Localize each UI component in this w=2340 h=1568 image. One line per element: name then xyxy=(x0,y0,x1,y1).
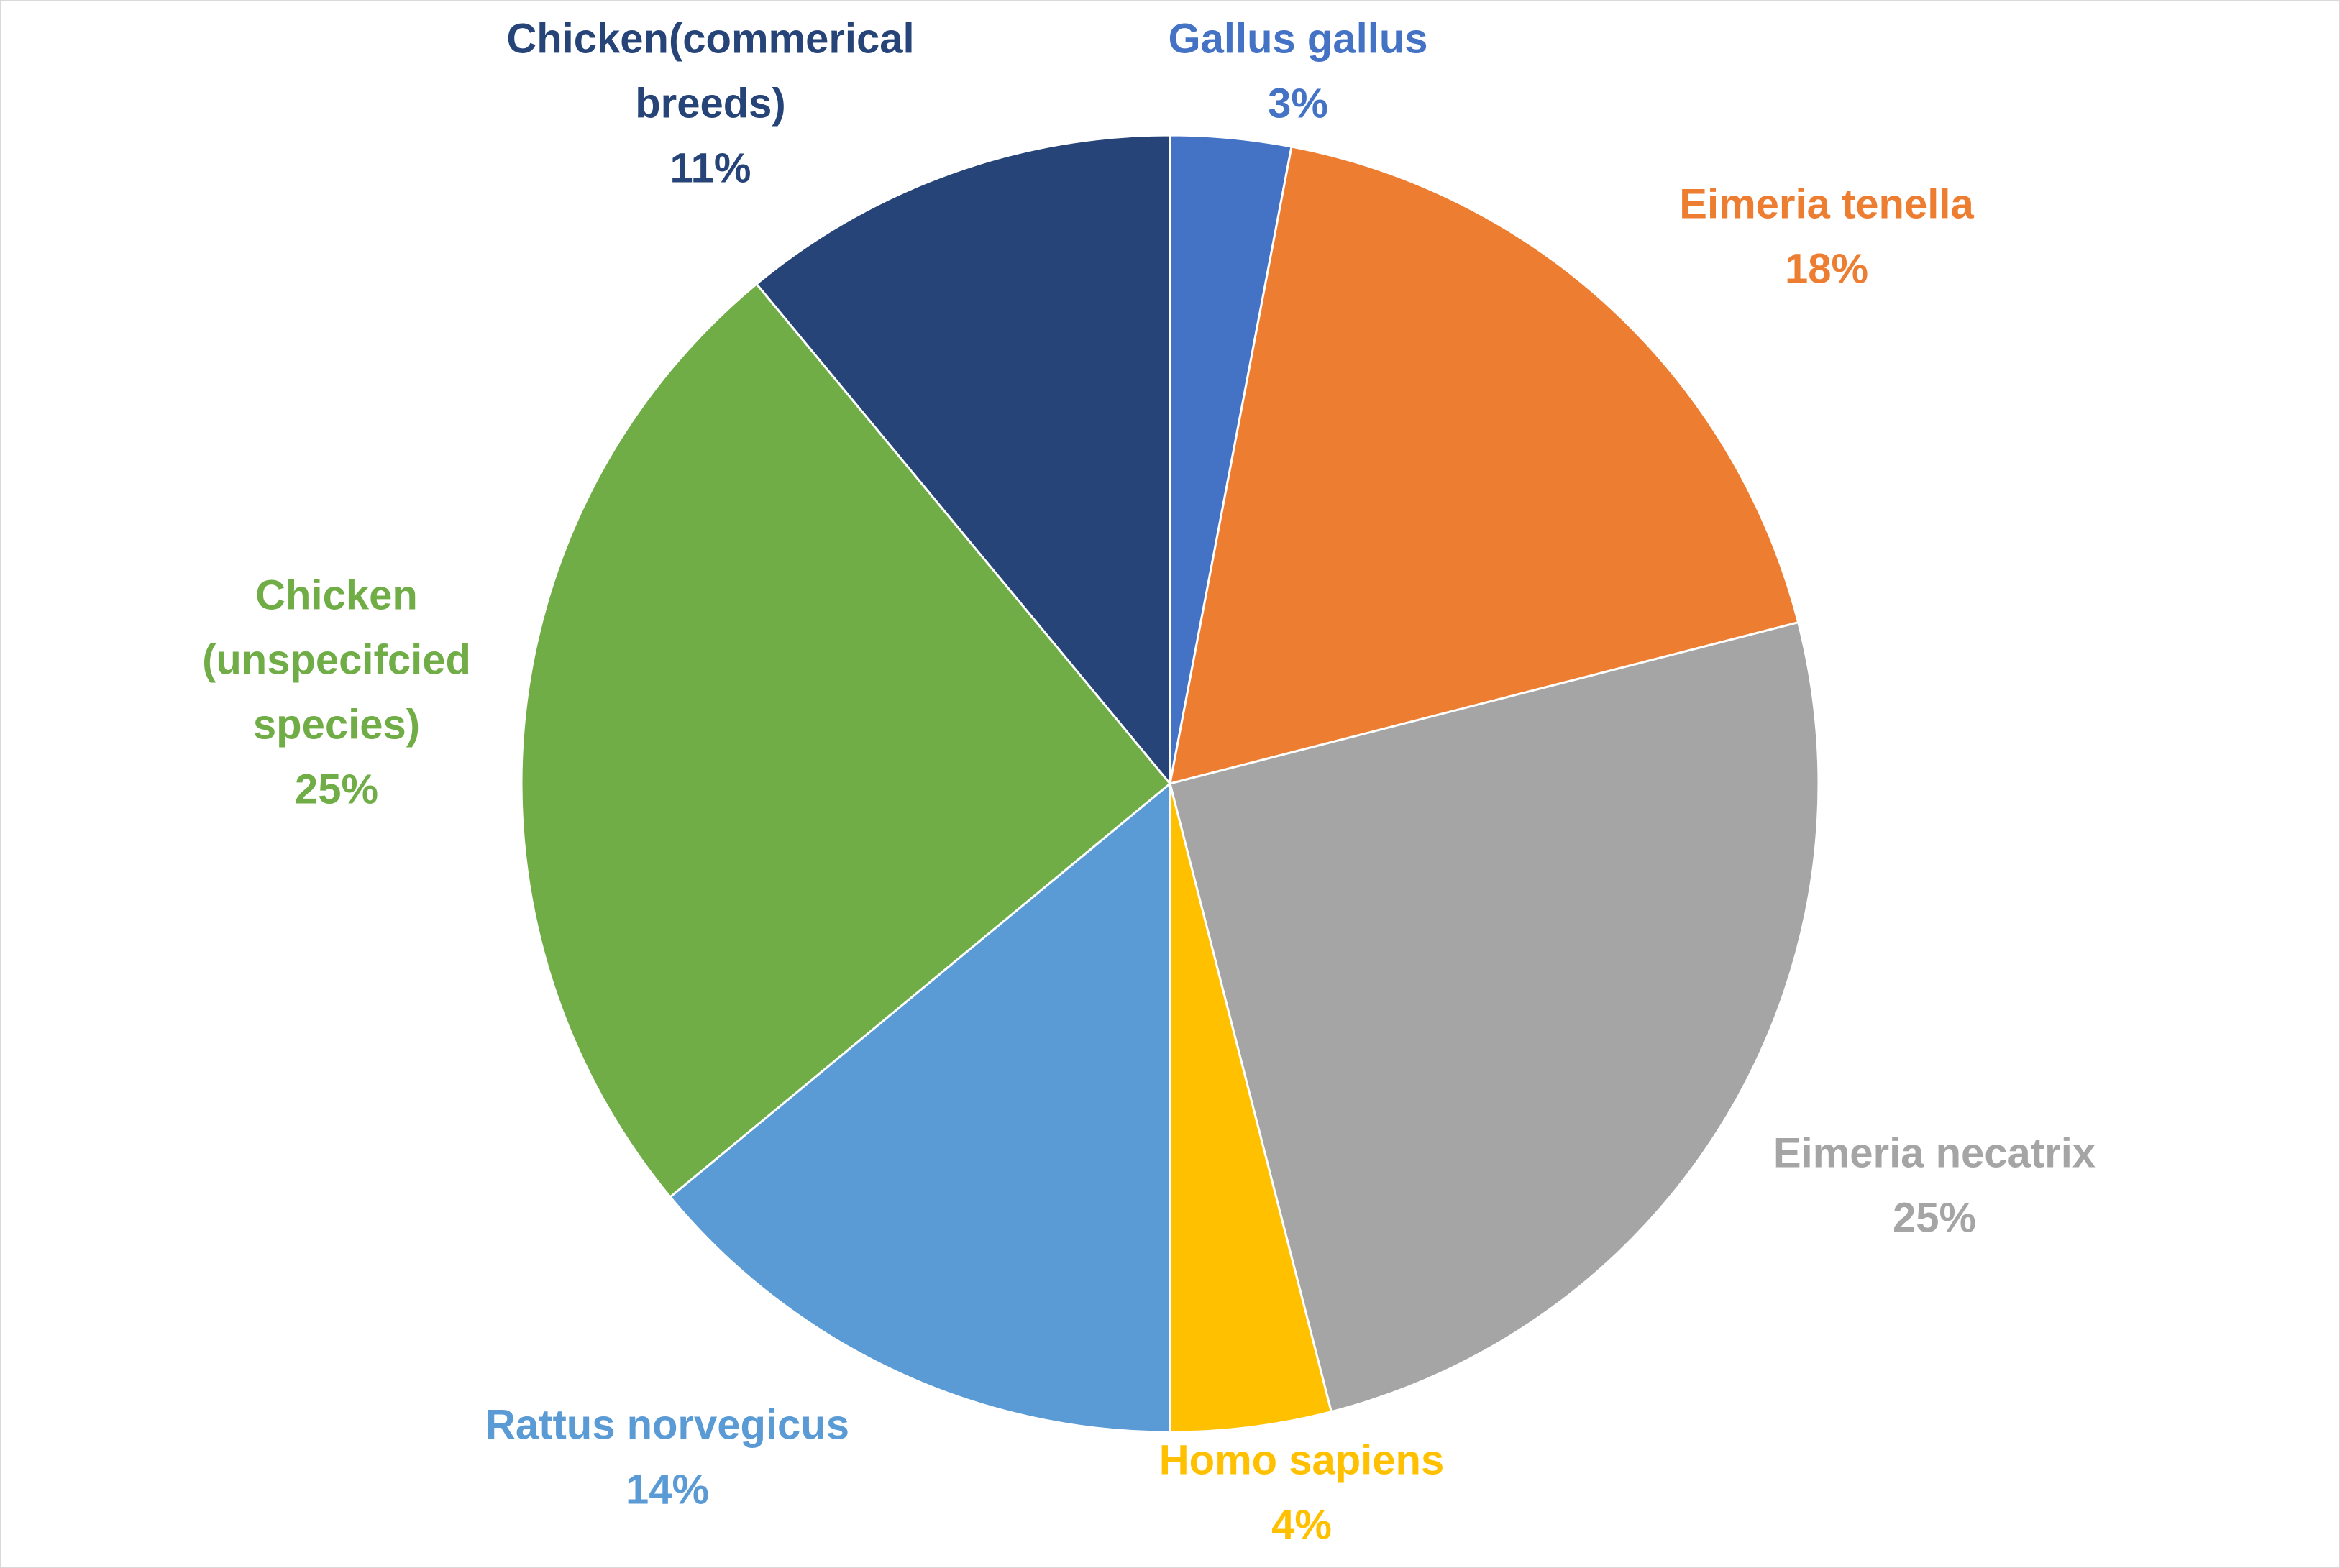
slice-category-label: Eimeria necatrix xyxy=(1773,1129,2096,1176)
slice-percent-label: 25% xyxy=(295,766,378,812)
slice-category-label: breeds) xyxy=(635,80,786,127)
slice-data-label: Gallus gallus 3% xyxy=(1169,15,1428,127)
slice-percent-label: 25% xyxy=(1893,1194,1976,1241)
slice-percent-label: 11% xyxy=(670,145,751,191)
slice-percent-label: 18% xyxy=(1785,245,1868,292)
slice-category-label: Chicken xyxy=(255,572,418,618)
pie-slice xyxy=(520,282,1172,1199)
pie-slices xyxy=(520,134,1820,1434)
slice-data-label: Homo sapiens 4% xyxy=(1159,1436,1444,1548)
slice-percent-label: 4% xyxy=(1271,1501,1332,1548)
pie-slice xyxy=(1169,620,1820,1413)
slice-category-label: Gallus gallus xyxy=(1169,15,1428,62)
slice-category-label: Rattus norvegicus xyxy=(485,1401,849,1448)
pie-slice xyxy=(1169,145,1800,786)
pie-slice xyxy=(1169,783,1333,1434)
pie-slice xyxy=(754,134,1171,787)
slice-data-label: Eimeria necatrix 25% xyxy=(1773,1129,2096,1241)
slice-percent-label: 14% xyxy=(626,1466,709,1513)
slice-data-label: Rattus norvegicus 14% xyxy=(485,1401,849,1513)
pie-slice xyxy=(668,781,1171,1434)
slice-category-label: Homo sapiens xyxy=(1159,1436,1444,1483)
slice-category-label: (unspecifcied xyxy=(202,636,471,683)
slice-data-label: Eimeria tenella 18% xyxy=(1679,180,1974,292)
slice-category-label: Chicken(commerical xyxy=(506,15,914,62)
slice-category-label: species) xyxy=(253,701,420,748)
slice-category-label: Eimeria tenella xyxy=(1679,180,1974,227)
slice-percent-label: 3% xyxy=(1268,80,1328,127)
slice-data-label: Chicken (unspecifcied species) 25% xyxy=(202,572,471,812)
slice-data-label: Chicken(commerical breeds) 11% xyxy=(506,15,914,191)
